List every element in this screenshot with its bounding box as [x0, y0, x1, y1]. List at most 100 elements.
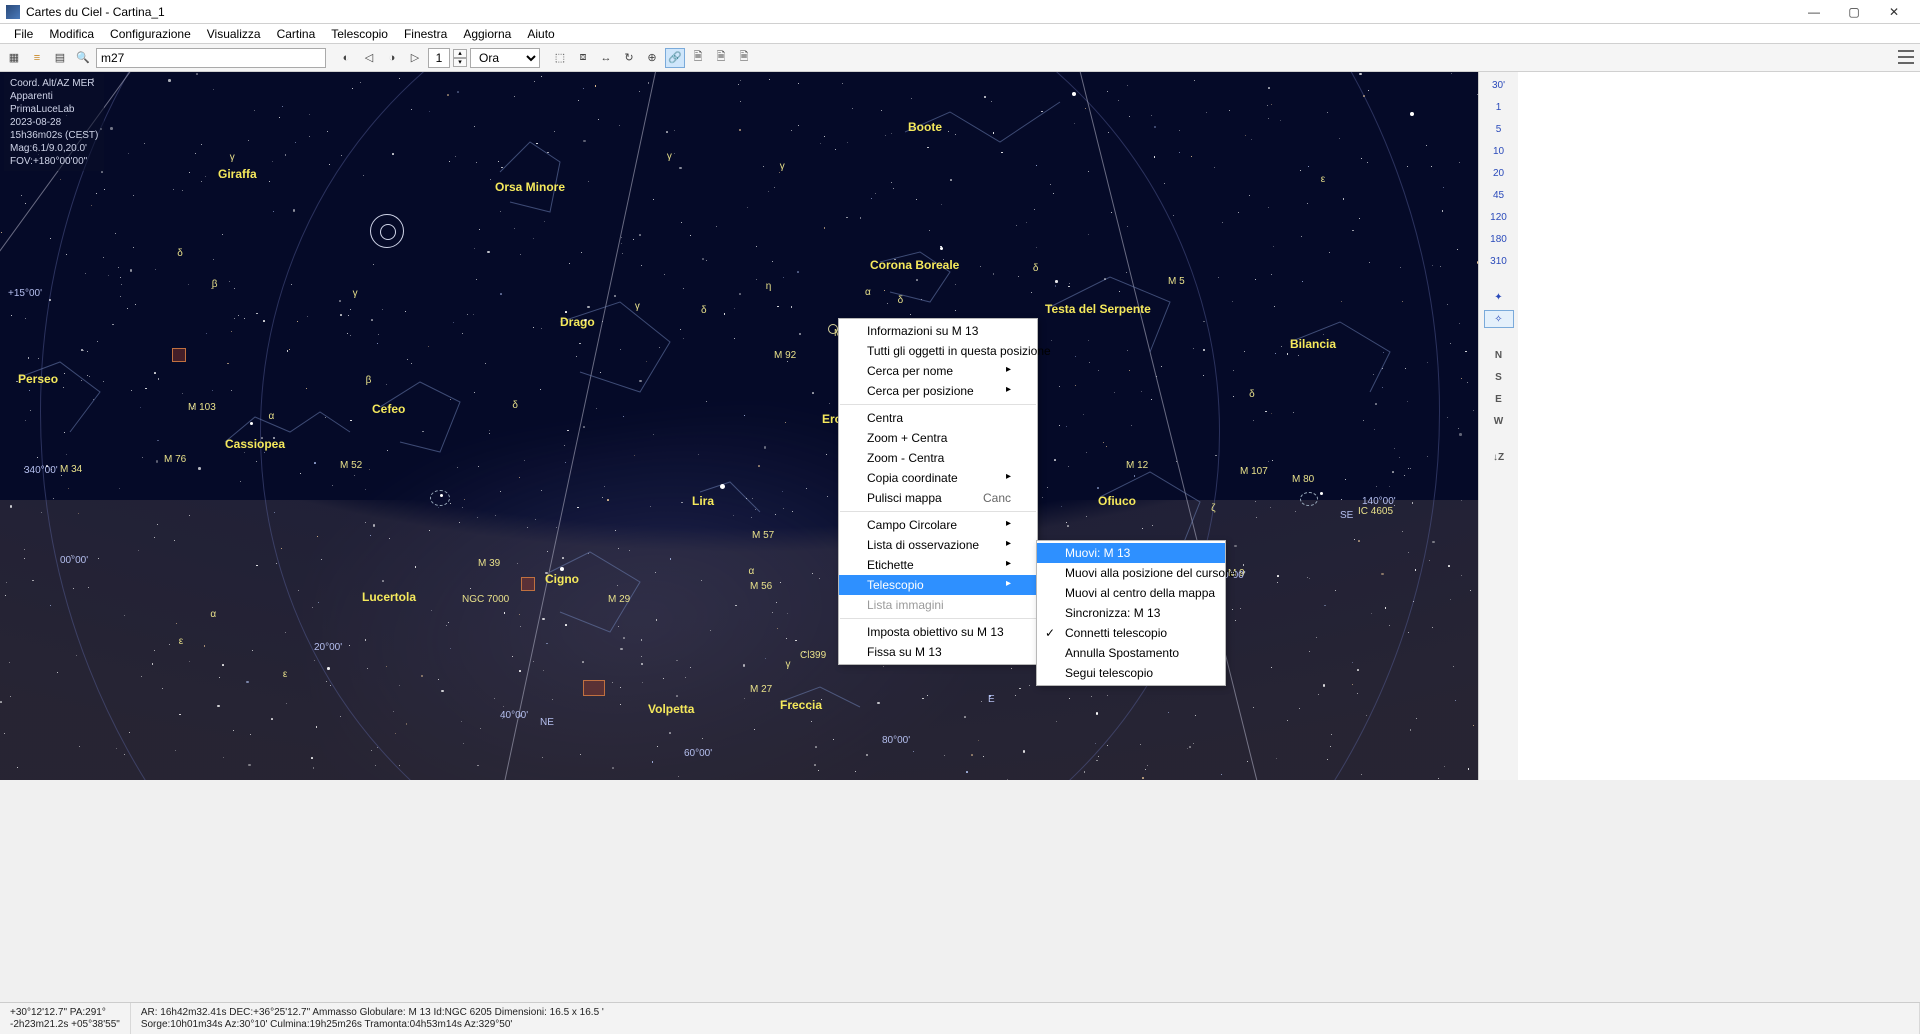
menu-config[interactable]: Configurazione — [102, 27, 199, 41]
time-next-icon[interactable]: ▷ — [405, 48, 425, 68]
context-menu-item[interactable]: Annulla Spostamento — [1037, 643, 1225, 663]
context-menu-item[interactable]: Cerca per posizione▸ — [839, 381, 1037, 401]
menu-view[interactable]: Visualizza — [199, 27, 269, 41]
context-menu-item[interactable]: Muovi: M 13 — [1037, 543, 1225, 563]
star — [133, 195, 134, 196]
tool-select-icon[interactable]: ⬚ — [550, 48, 570, 68]
star — [298, 590, 299, 591]
context-menu-item[interactable]: Cerca per nome▸ — [839, 361, 1037, 381]
toolbar-list-icon[interactable]: ≡ — [27, 48, 47, 68]
star — [24, 558, 25, 559]
star — [814, 764, 816, 766]
toolbar-table-icon[interactable]: ▤ — [50, 48, 70, 68]
tool-target-icon[interactable]: ⊕ — [642, 48, 662, 68]
fov-preset[interactable]: 30' — [1484, 76, 1514, 94]
context-menu-item[interactable]: Informazioni su M 13 — [839, 321, 1037, 341]
panel-menu-icon[interactable] — [1898, 50, 1914, 64]
star — [373, 264, 374, 265]
context-menu[interactable]: Informazioni su M 13Tutti gli oggetti in… — [838, 318, 1038, 665]
context-menu-item[interactable]: Muovi al centro della mappa — [1037, 583, 1225, 603]
context-menu-item[interactable]: Fissa su M 13 — [839, 642, 1037, 662]
context-menu-item[interactable]: ✓Connetti telescopio — [1037, 623, 1225, 643]
star — [1413, 601, 1414, 602]
image-footprint-marker — [172, 348, 186, 362]
context-menu-item[interactable]: Etichette▸ — [839, 555, 1037, 575]
context-menu-item[interactable]: Copia coordinate▸ — [839, 468, 1037, 488]
fov-preset[interactable]: 45 — [1484, 186, 1514, 204]
star — [1408, 468, 1409, 469]
context-menu-item[interactable]: Lista di osservazione▸ — [839, 535, 1037, 555]
context-menu-item[interactable]: Segui telescopio — [1037, 663, 1225, 683]
star — [1366, 715, 1367, 716]
star — [1327, 112, 1328, 113]
tool-telescope-link-icon[interactable]: 🔗 — [665, 48, 685, 68]
orient-zenith[interactable]: ↓Z — [1484, 448, 1514, 466]
chart-info-overlay: Coord. Alt/AZ MER Apparenti PrimaLuceLab… — [4, 74, 104, 171]
context-menu-item[interactable]: Zoom + Centra — [839, 428, 1037, 448]
orient-s[interactable]: S — [1484, 368, 1514, 386]
star — [650, 506, 651, 507]
context-menu-item[interactable]: Imposta obiettivo su M 13 — [839, 622, 1037, 642]
orient-n[interactable]: N — [1484, 346, 1514, 364]
maximize-button[interactable]: ▢ — [1834, 0, 1874, 24]
context-menu-item[interactable]: Zoom - Centra — [839, 448, 1037, 468]
time-step-input[interactable] — [428, 48, 450, 68]
minimize-button[interactable]: — — [1794, 0, 1834, 24]
menu-file[interactable]: File — [6, 27, 41, 41]
toolbar-grid-icon[interactable]: ▦ — [4, 48, 24, 68]
info-fov: FOV:+180°00'00" — [10, 155, 98, 168]
coord-mode-az-icon[interactable]: ✧ — [1484, 310, 1514, 328]
star — [1363, 95, 1365, 97]
fov-preset[interactable]: 5 — [1484, 120, 1514, 138]
menu-help[interactable]: Aiuto — [519, 27, 562, 41]
menu-chart[interactable]: Cartina — [269, 27, 324, 41]
menu-edit[interactable]: Modifica — [41, 27, 102, 41]
star — [1142, 777, 1144, 779]
menu-telescope[interactable]: Telescopio — [323, 27, 396, 41]
time-back-icon[interactable]: ◐ — [336, 48, 356, 68]
context-menu-item[interactable]: Sincronizza: M 13 — [1037, 603, 1225, 623]
star — [991, 101, 992, 102]
tool-refresh-icon[interactable]: ↻ — [619, 48, 639, 68]
fov-preset[interactable]: 180 — [1484, 230, 1514, 248]
star — [222, 664, 224, 666]
context-menu-item[interactable]: Campo Circolare▸ — [839, 515, 1037, 535]
coord-mode-eq-icon[interactable]: ✦ — [1484, 288, 1514, 306]
tool-doc3-icon[interactable]: 🗎 — [734, 48, 754, 68]
menu-window[interactable]: Finestra — [396, 27, 455, 41]
tool-doc2-icon[interactable]: 🗎 — [711, 48, 731, 68]
time-now-icon[interactable]: ◑ — [382, 48, 402, 68]
search-input[interactable] — [96, 48, 326, 68]
time-step-spinner[interactable]: ▴▾ — [453, 49, 467, 67]
orient-w[interactable]: W — [1484, 412, 1514, 430]
dso-label: M 57 — [752, 530, 774, 541]
fov-preset[interactable]: 10 — [1484, 142, 1514, 160]
fov-preset[interactable]: 310 — [1484, 252, 1514, 270]
star — [189, 661, 190, 662]
context-submenu-telescope[interactable]: Muovi: M 13Muovi alla posizione del curs… — [1036, 540, 1226, 686]
fov-preset[interactable]: 120 — [1484, 208, 1514, 226]
star — [875, 193, 876, 194]
context-menu-item[interactable]: Centra — [839, 408, 1037, 428]
sky-chart[interactable]: // generated below after JSON load Giraf… — [0, 72, 1478, 780]
grid-coord-label: 40°00' — [500, 710, 528, 721]
toolbar-search-icon[interactable]: 🔍 — [73, 48, 93, 68]
close-button[interactable]: ✕ — [1874, 0, 1914, 24]
context-menu-item[interactable]: Tutti gli oggetti in questa posizione — [839, 341, 1037, 361]
star — [602, 321, 603, 322]
context-menu-item[interactable]: Muovi alla posizione del cursore — [1037, 563, 1225, 583]
time-prev-icon[interactable]: ◁ — [359, 48, 379, 68]
context-menu-item[interactable]: Telescopio▸ — [839, 575, 1037, 595]
star — [108, 275, 109, 276]
time-unit-select[interactable]: Ora — [470, 48, 540, 68]
orient-e[interactable]: E — [1484, 390, 1514, 408]
star — [1455, 700, 1456, 701]
fov-preset[interactable]: 1 — [1484, 98, 1514, 116]
context-menu-item[interactable]: Pulisci mappaCanc — [839, 488, 1037, 508]
menu-update[interactable]: Aggiorna — [455, 27, 519, 41]
bayer-label: γ — [353, 288, 358, 299]
tool-measure-icon[interactable]: ↔ — [596, 48, 616, 68]
tool-zoom-rect-icon[interactable]: ⧈ — [573, 48, 593, 68]
tool-doc1-icon[interactable]: 🗎 — [688, 48, 708, 68]
fov-preset[interactable]: 20 — [1484, 164, 1514, 182]
